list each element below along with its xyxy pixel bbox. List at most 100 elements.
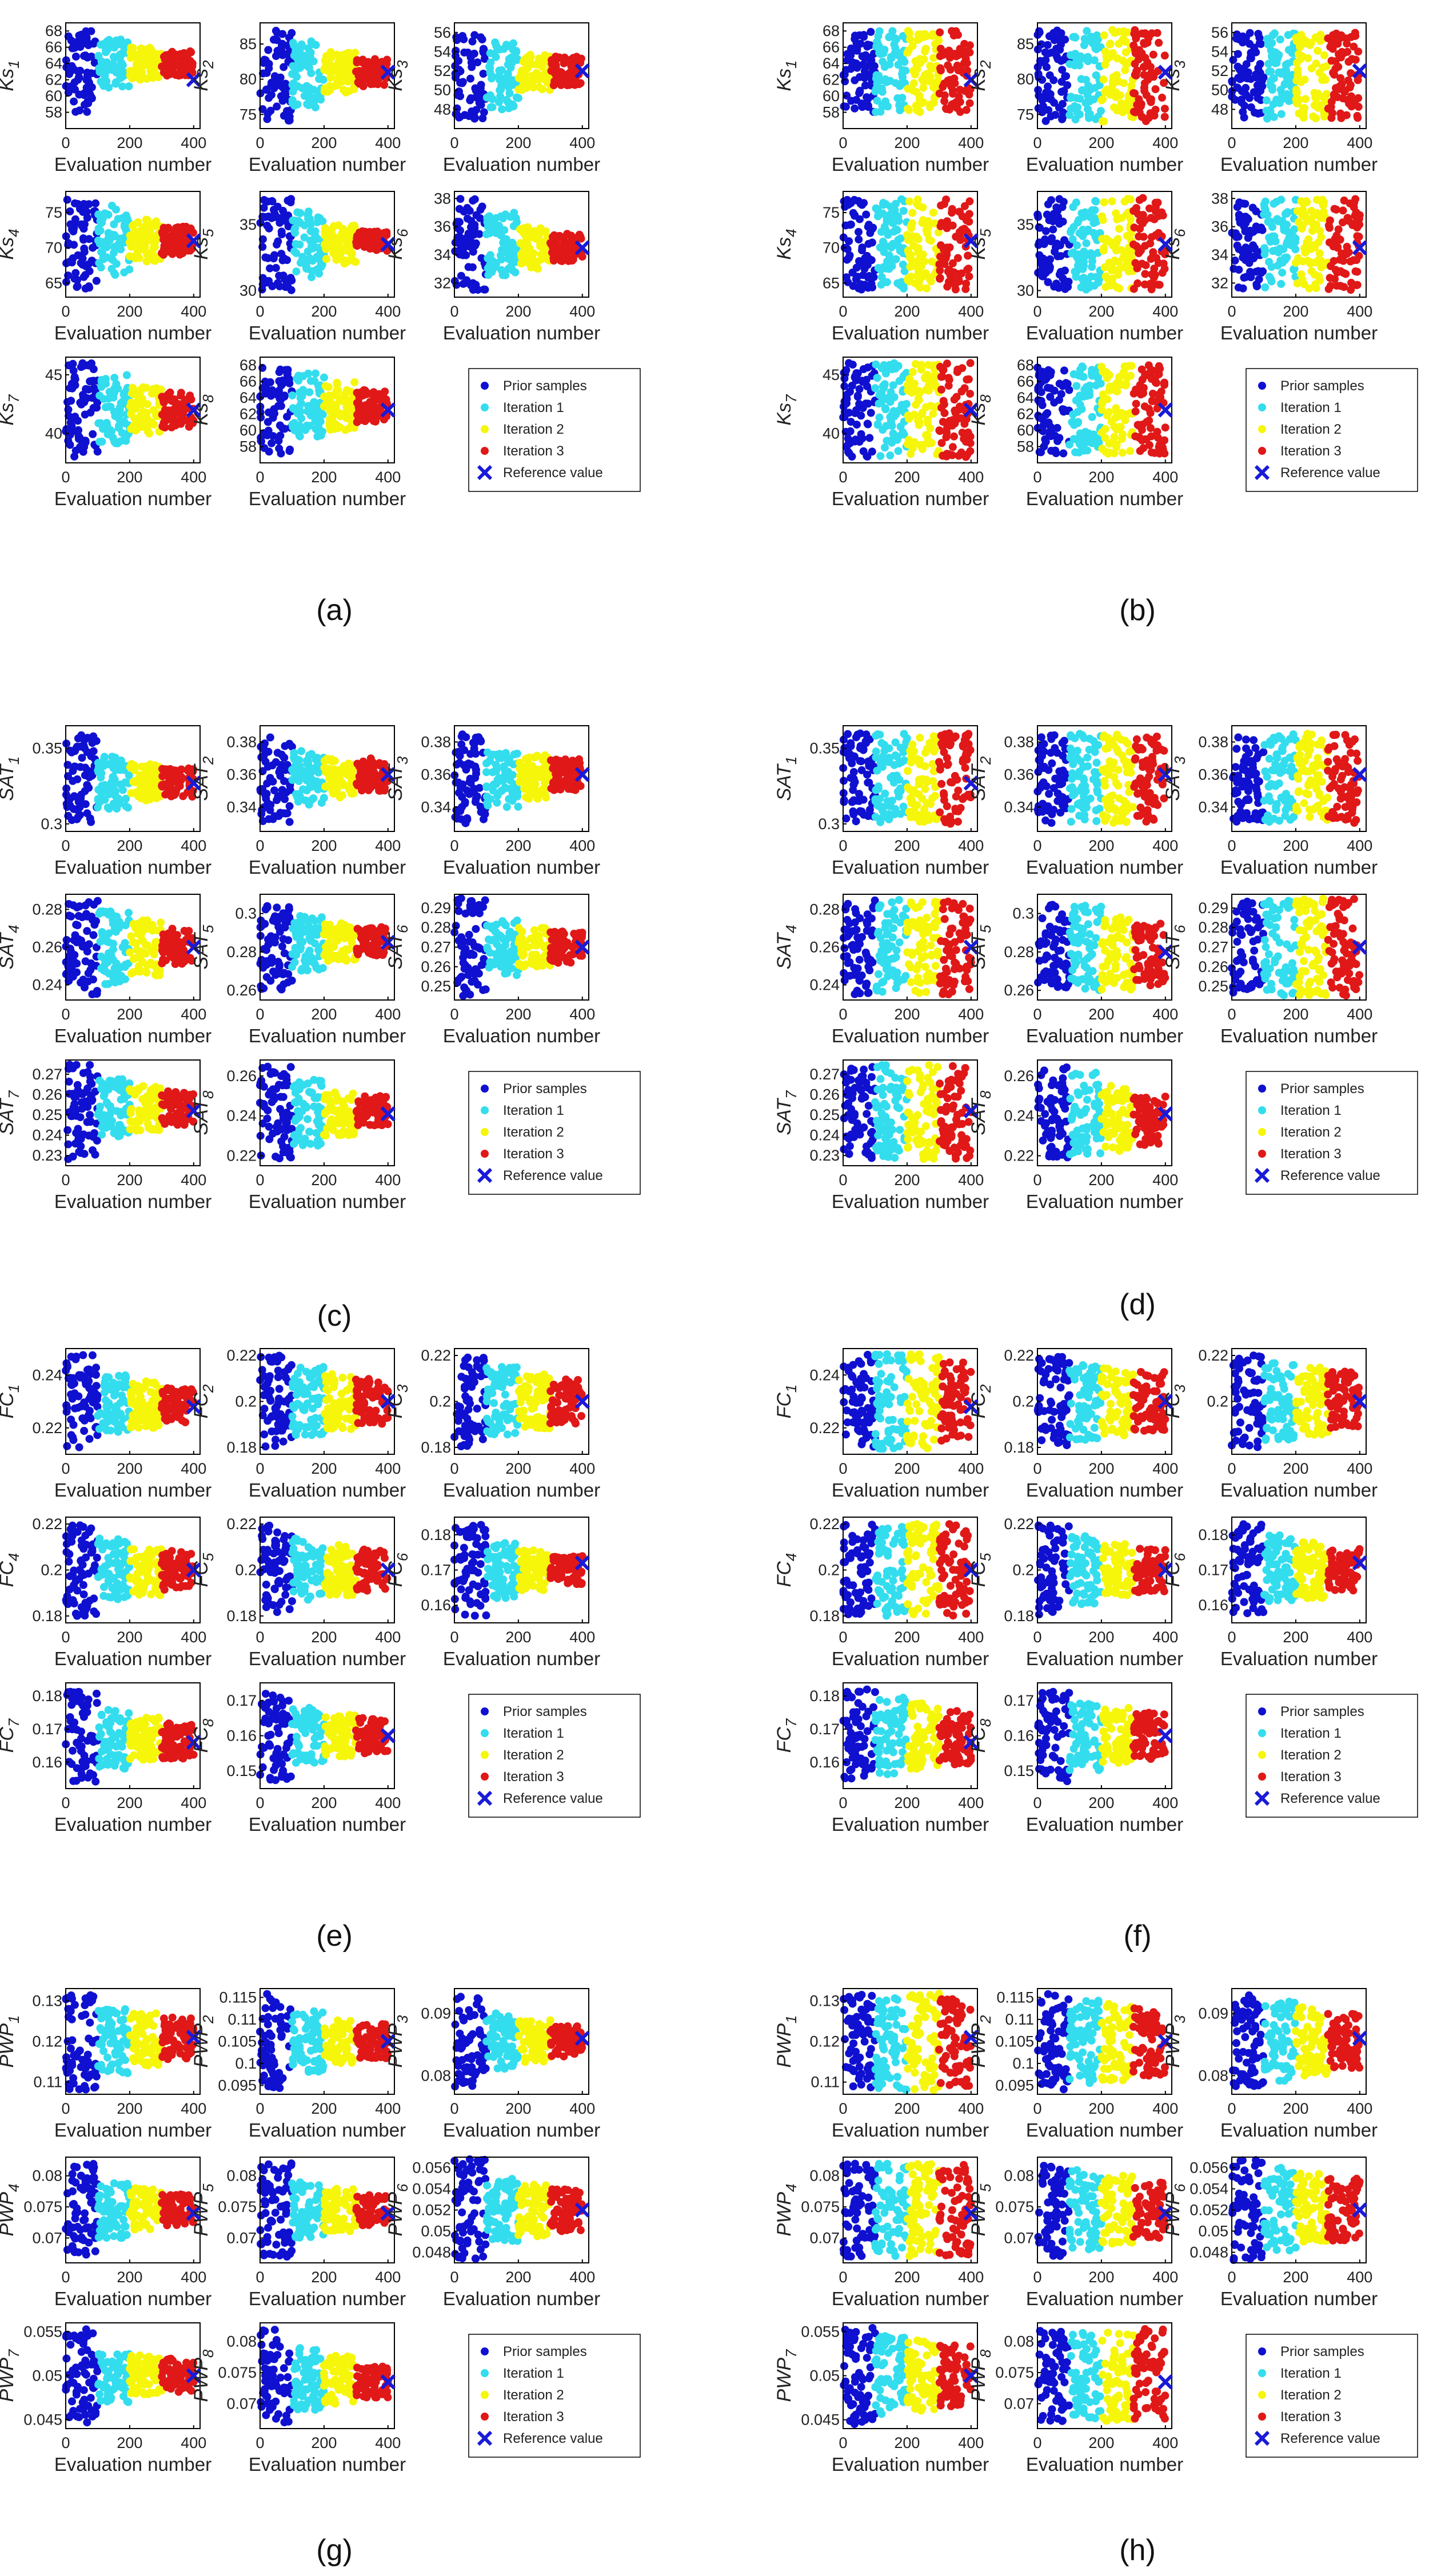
data-point [321,231,329,240]
data-point [1072,382,1081,390]
data-point [1349,256,1358,265]
data-point [1234,74,1243,82]
data-point [293,73,301,81]
data-point [350,378,359,386]
data-point [1068,235,1077,243]
data-point [1132,107,1140,115]
data-point [1113,215,1121,223]
data-point [1083,227,1091,236]
data-point [510,209,518,217]
data-point [1240,102,1249,110]
data-point [954,66,963,74]
x-tick-label: 200 [1283,303,1308,320]
data-point [308,406,317,414]
data-point [1267,263,1276,271]
data-point [382,59,391,68]
data-point [1047,425,1055,434]
data-point [336,423,344,431]
data-point [1306,259,1315,268]
data-point [380,81,389,89]
data-point [929,209,937,217]
data-point [134,218,142,226]
data-point [1101,61,1109,69]
data-point [1075,229,1084,238]
data-point [1051,111,1060,119]
data-point [1130,30,1139,38]
x-axis-label: Evaluation number [1220,154,1378,175]
data-point [78,754,86,762]
data-point [945,105,954,114]
data-point [89,365,98,373]
data-point [1071,267,1079,276]
data-point [1097,107,1105,115]
data-point [452,73,460,82]
data-point [1091,197,1100,205]
data-point [864,222,872,231]
data-point [1264,40,1272,49]
data-point [535,237,544,246]
data-point [888,422,896,430]
data-point [1105,237,1113,246]
data-point [1136,225,1144,233]
data-point [366,245,374,253]
data-point [314,213,322,222]
data-point [1115,27,1123,36]
y-tick-label: 40 [823,425,840,442]
data-point [365,70,373,78]
y-axis-label: Ks6 [1162,229,1188,260]
data-point [848,361,857,369]
data-point [1148,397,1156,405]
x-tick-label: 200 [117,303,142,320]
scatter-points [1033,194,1169,294]
data-point [1311,280,1320,289]
data-point [936,28,944,37]
data-point [1145,441,1153,449]
data-point [280,63,288,71]
data-point [455,218,464,226]
data-point [81,410,89,419]
x-axis-label: Evaluation number [249,488,406,509]
data-point [455,113,464,122]
data-point [1339,257,1348,265]
data-point [1100,117,1108,126]
data-point [896,106,904,114]
data-point [326,74,335,82]
data-point [879,199,888,207]
data-point [911,57,920,65]
data-point [1158,93,1166,102]
data-point [274,279,282,287]
data-point [342,406,351,414]
data-point [1240,65,1248,74]
data-point [452,281,461,289]
data-point [326,48,335,57]
data-point [1147,285,1156,294]
data-point [844,441,852,449]
data-point [1116,91,1124,99]
data-point [71,269,80,277]
data-point [1151,198,1160,207]
data-point [948,205,956,213]
x-tick-label: 200 [1088,134,1114,151]
data-point [145,250,153,258]
data-point [904,411,912,420]
data-point [284,197,292,205]
data-point [1270,199,1278,208]
data-point [528,254,536,262]
data-point [493,44,502,53]
data-point [1127,371,1135,380]
data-point [1332,205,1340,214]
data-point [549,245,557,253]
data-point [1283,227,1292,236]
data-point [63,195,71,204]
data-point [135,387,143,396]
data-point [936,52,944,61]
data-point [889,429,897,438]
data-point [160,245,168,253]
data-point [1242,243,1250,252]
data-point [479,47,488,55]
data-point [524,57,533,66]
data-point [292,267,301,276]
